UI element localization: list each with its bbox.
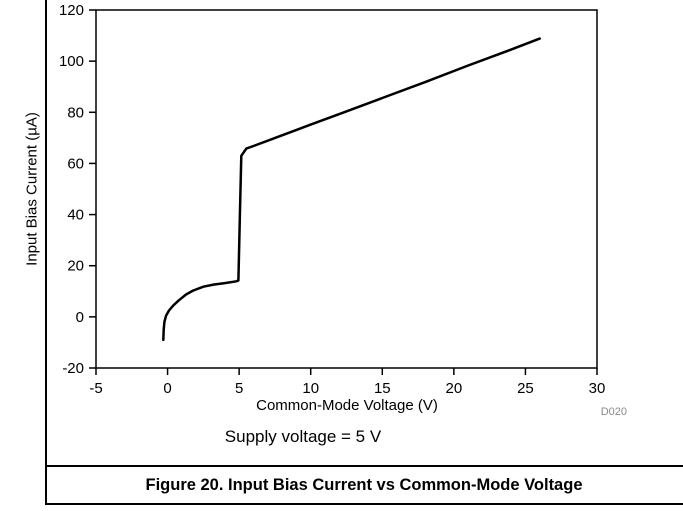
- figure-caption: Figure 20. Input Bias Current vs Common-…: [145, 476, 583, 494]
- plot-id-label: D020: [600, 406, 627, 418]
- x-tick-label: 5: [235, 380, 243, 397]
- x-tick-label: 15: [374, 380, 391, 397]
- x-tick-label: 20: [446, 380, 463, 397]
- y-tick-label: 100: [59, 53, 84, 70]
- y-tick-label: 40: [67, 207, 84, 224]
- caption-separator-rule: [45, 465, 683, 467]
- plot-border: [95, 9, 598, 369]
- page-border-left: [45, 0, 47, 505]
- x-tick-label: 30: [589, 380, 606, 397]
- series-line-input-bias-current: [162, 37, 541, 342]
- page-border-bottom: [45, 503, 683, 505]
- y-axis-label: Input Bias Current (µA): [23, 112, 41, 266]
- y-tick-label: 0: [76, 309, 84, 326]
- x-tick-label: -5: [89, 380, 102, 397]
- x-tick-label: 25: [517, 380, 534, 397]
- x-tick-label: 0: [163, 380, 171, 397]
- y-tick-label: 120: [59, 2, 84, 19]
- y-tick-label: 60: [67, 155, 84, 172]
- y-tick-label: -20: [62, 360, 84, 377]
- x-tick-label: 10: [302, 380, 319, 397]
- x-axis-label: Common-Mode Voltage (V): [256, 397, 438, 414]
- chart-plot: -5 0 5 10 15 20 25 30 -20 0 20 40 60 80 100 120: [59, 2, 606, 397]
- y-tick-label: 80: [67, 104, 84, 121]
- y-tick-label: 20: [67, 258, 84, 275]
- test-condition-label: Supply voltage = 5 V: [224, 427, 382, 446]
